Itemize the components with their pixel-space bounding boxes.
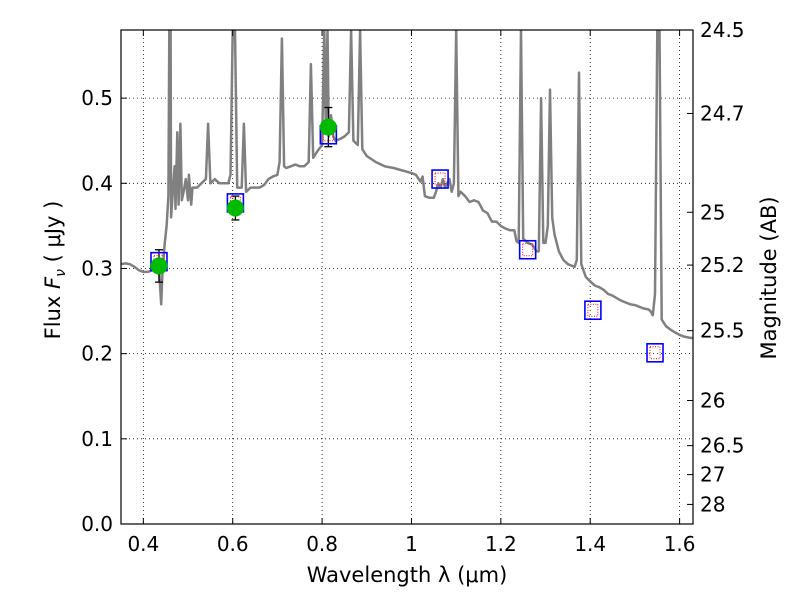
plot-frame	[120, 29, 694, 525]
y2-tick-label: 26	[700, 389, 725, 413]
model-photometry-box	[431, 169, 449, 189]
y-axis-label: Flux Fν ( μJy )	[41, 201, 69, 340]
y-tick-label: 0.1	[81, 427, 113, 451]
model-photometry-box	[518, 239, 537, 260]
observed-point	[226, 199, 244, 217]
observed-point	[319, 118, 337, 136]
y2-tick-label: 26.5	[700, 434, 745, 458]
y2-tick-label: 28	[700, 492, 725, 516]
observed-point	[150, 257, 168, 275]
model-photometry-box	[646, 343, 664, 363]
y-tick-label: 0.0	[81, 512, 113, 536]
x-tick-label: 1.6	[664, 532, 696, 556]
model-photometry-inner	[649, 346, 661, 360]
y-tick-label: 0.3	[81, 256, 113, 280]
x-tick-label: 1	[405, 532, 418, 556]
y2-tick-label: 24.5	[700, 18, 745, 42]
y2-tick-label: 25.5	[700, 319, 745, 343]
y-tick-label: 0.4	[81, 171, 113, 195]
model-sed-line	[121, 30, 693, 340]
model-photometry-box	[584, 300, 602, 321]
markers	[150, 106, 664, 363]
x-tick-label: 0.8	[306, 532, 338, 556]
ticks: 0.4 0.6 0.8 1 1.2 1.4 1.6 0.0 0.1 0.2 0.3 0.4 0.5 24.…	[81, 18, 744, 556]
y2-tick-label: 25.2	[700, 253, 745, 277]
x-tick-label: 1.2	[485, 532, 517, 556]
y2-tick-label: 27	[700, 463, 725, 487]
plot-area	[121, 30, 693, 340]
x-tick-label: 1.4	[574, 532, 606, 556]
x-tick-label: 0.4	[127, 532, 159, 556]
y2-tick-label: 24.7	[700, 101, 745, 125]
y2-axis-label: Magnitude (AB)	[757, 196, 781, 359]
model-photometry-inner	[522, 243, 534, 257]
model-photometry-inner	[434, 172, 446, 186]
grid	[121, 30, 693, 524]
x-tick-label: 0.6	[217, 532, 249, 556]
x-axis-label: Wavelength λ (μm)	[307, 563, 508, 587]
y2-tick-label: 25	[700, 200, 725, 224]
y-tick-label: 0.5	[81, 86, 113, 110]
model-photometry-inner	[587, 303, 599, 317]
y-tick-label: 0.2	[81, 342, 113, 366]
